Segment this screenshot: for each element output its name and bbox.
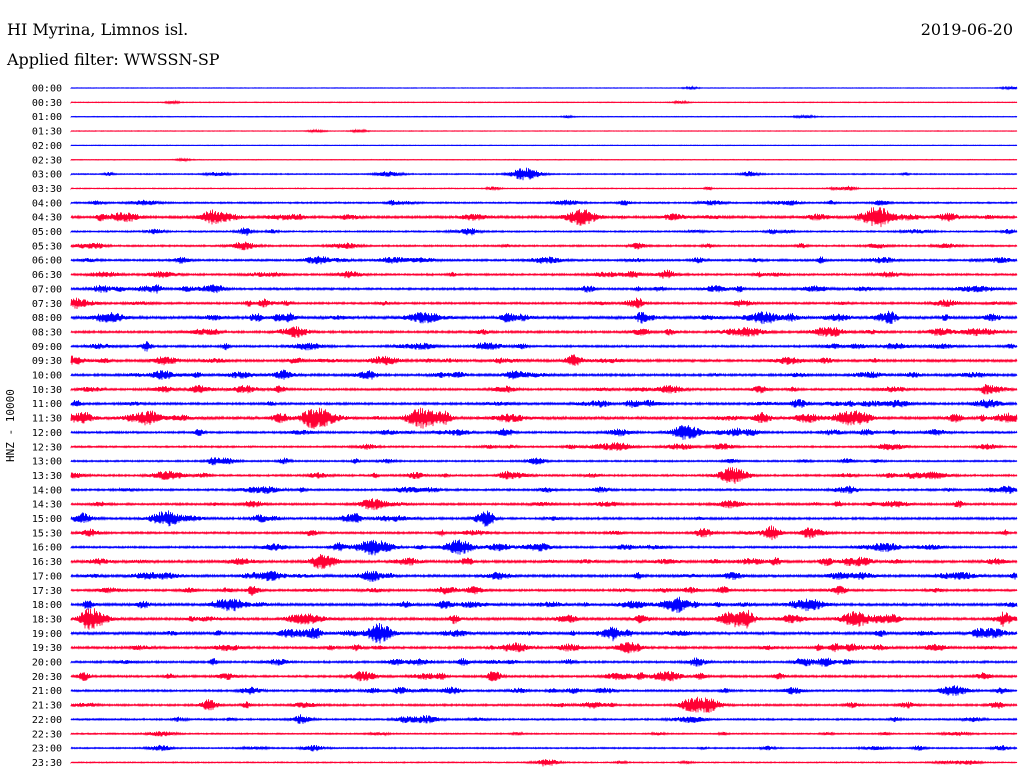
time-tick-label: 05:00 <box>32 227 62 238</box>
time-tick-label: 03:30 <box>32 184 62 195</box>
y-axis-label: HNZ - 10000 <box>4 389 17 462</box>
time-tick-label: 03:00 <box>32 170 62 181</box>
time-tick-label: 09:00 <box>32 342 62 353</box>
time-tick-label: 04:00 <box>32 198 62 209</box>
time-tick-label: 10:00 <box>32 371 62 382</box>
time-tick-label: 20:30 <box>32 672 62 683</box>
time-tick-label: 23:30 <box>32 758 62 769</box>
time-tick-label: 12:30 <box>32 442 62 453</box>
time-tick-label: 13:00 <box>32 457 62 468</box>
filter-label: Applied filter: WWSSN-SP <box>7 50 220 69</box>
time-tick-label: 21:30 <box>32 701 62 712</box>
time-tick-label: 16:30 <box>32 557 62 568</box>
time-tick-label: 01:00 <box>32 112 62 123</box>
time-tick-label: 15:00 <box>32 514 62 525</box>
station-title: HI Myrina, Limnos isl. <box>7 20 189 39</box>
time-tick-label: 15:30 <box>32 528 62 539</box>
time-tick-label: 00:00 <box>32 84 62 95</box>
time-tick-label: 10:30 <box>32 385 62 396</box>
time-tick-label: 01:30 <box>32 127 62 138</box>
time-tick-label: 20:00 <box>32 658 62 669</box>
time-tick-label: 06:30 <box>32 270 62 281</box>
time-tick-label: 00:30 <box>32 98 62 109</box>
time-tick-label: 14:00 <box>32 485 62 496</box>
time-tick-label: 23:00 <box>32 744 62 755</box>
time-tick-label: 14:30 <box>32 500 62 511</box>
time-tick-label: 18:00 <box>32 600 62 611</box>
date-label: 2019-06-20 <box>920 20 1013 39</box>
time-tick-label: 13:30 <box>32 471 62 482</box>
time-tick-label: 04:30 <box>32 213 62 224</box>
time-tick-label: 22:30 <box>32 729 62 740</box>
time-tick-label: 02:30 <box>32 155 62 166</box>
time-tick-label: 19:00 <box>32 629 62 640</box>
time-tick-label: 17:00 <box>32 571 62 582</box>
time-tick-label: 21:00 <box>32 686 62 697</box>
time-tick-label: 05:30 <box>32 241 62 252</box>
time-tick-label: 22:00 <box>32 715 62 726</box>
time-tick-label: 09:30 <box>32 356 62 367</box>
time-tick-label: 11:00 <box>32 399 62 410</box>
time-tick-label: 07:00 <box>32 284 62 295</box>
time-tick-label: 11:30 <box>32 414 62 425</box>
trace-line <box>70 585 1018 597</box>
time-tick-label: 08:00 <box>32 313 62 324</box>
time-tick-label: 12:00 <box>32 428 62 439</box>
time-tick-label: 18:30 <box>32 614 62 625</box>
time-tick-label: 07:30 <box>32 299 62 310</box>
time-tick-label: 02:00 <box>32 141 62 152</box>
time-tick-label: 17:30 <box>32 586 62 597</box>
time-tick-label: 06:00 <box>32 256 62 267</box>
time-tick-label: 16:00 <box>32 543 62 554</box>
time-tick-label: 19:30 <box>32 643 62 654</box>
time-tick-label: 08:30 <box>32 327 62 338</box>
